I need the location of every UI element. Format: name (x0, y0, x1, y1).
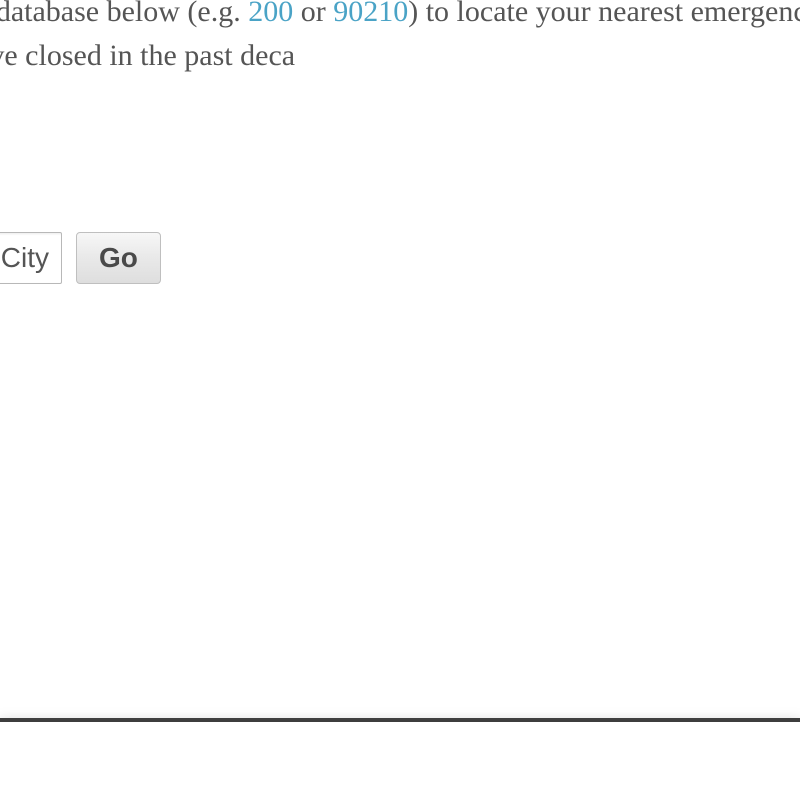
link-item-1[interactable]: s (0, 394, 800, 437)
intro-paragraph: The Times statewide database below (e.g.… (0, 0, 800, 77)
example-link-2[interactable]: 90210 (333, 0, 408, 28)
link-item-3[interactable]: sed ERs (0, 481, 800, 524)
intro-text-3: ) to locate your nearest emergency r (408, 0, 800, 28)
content-region: The Times statewide database below (e.g.… (0, 0, 800, 524)
intro-text-1: The Times statewide database below (e.g. (0, 0, 248, 28)
intro-text-2: or (293, 0, 333, 28)
intro-text-4: emergency rooms have closed in the past … (0, 39, 295, 72)
go-button[interactable]: Go (76, 232, 161, 284)
links-list: s ts sed ERs (0, 394, 800, 524)
address-field-label: ; (0, 179, 800, 210)
page-container: The Times statewide database below (e.g.… (0, 0, 800, 800)
link-item-2[interactable]: ts (0, 437, 800, 480)
address-input[interactable] (0, 232, 62, 284)
below-panel (0, 722, 800, 800)
section-heading-address: ddress (0, 103, 800, 151)
address-field-row: Go (0, 232, 800, 284)
example-link-1[interactable]: 200 (248, 0, 293, 28)
